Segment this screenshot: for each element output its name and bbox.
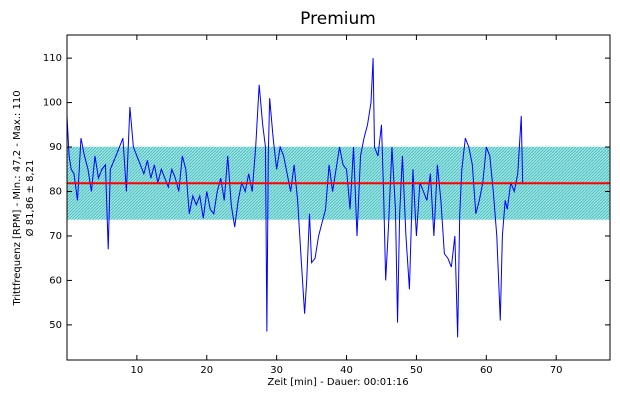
y-tick-label: 70	[49, 231, 62, 242]
x-tick-label: 50	[410, 365, 423, 376]
x-tick-label: 40	[340, 365, 353, 376]
y-tick-label: 80	[49, 186, 62, 197]
x-tick-label: 30	[270, 365, 283, 376]
y-tick-label: 50	[49, 320, 62, 331]
x-tick-label: 70	[550, 365, 563, 376]
chart-title: Premium	[300, 9, 376, 29]
y-tick-label: 110	[43, 53, 62, 64]
y-tick-label: 60	[49, 275, 62, 286]
x-tick-label: 10	[131, 365, 144, 376]
plot-area	[66, 58, 610, 338]
plot-frame	[66, 34, 611, 361]
x-tick-label: 60	[480, 365, 493, 376]
x-tick-label: 20	[200, 365, 213, 376]
y-axis-label: Ø 81,86 ± 8,21	[24, 160, 36, 237]
y-axis-label: Trittfrequenz [RPM] - Min.: 47,2 - Max.:…	[12, 90, 23, 306]
y-tick-label: 100	[43, 98, 62, 109]
y-tick-label: 90	[49, 142, 62, 153]
x-axis-label: Zeit [min] - Dauer: 00:01:16	[267, 377, 408, 388]
data-line	[66, 58, 524, 338]
